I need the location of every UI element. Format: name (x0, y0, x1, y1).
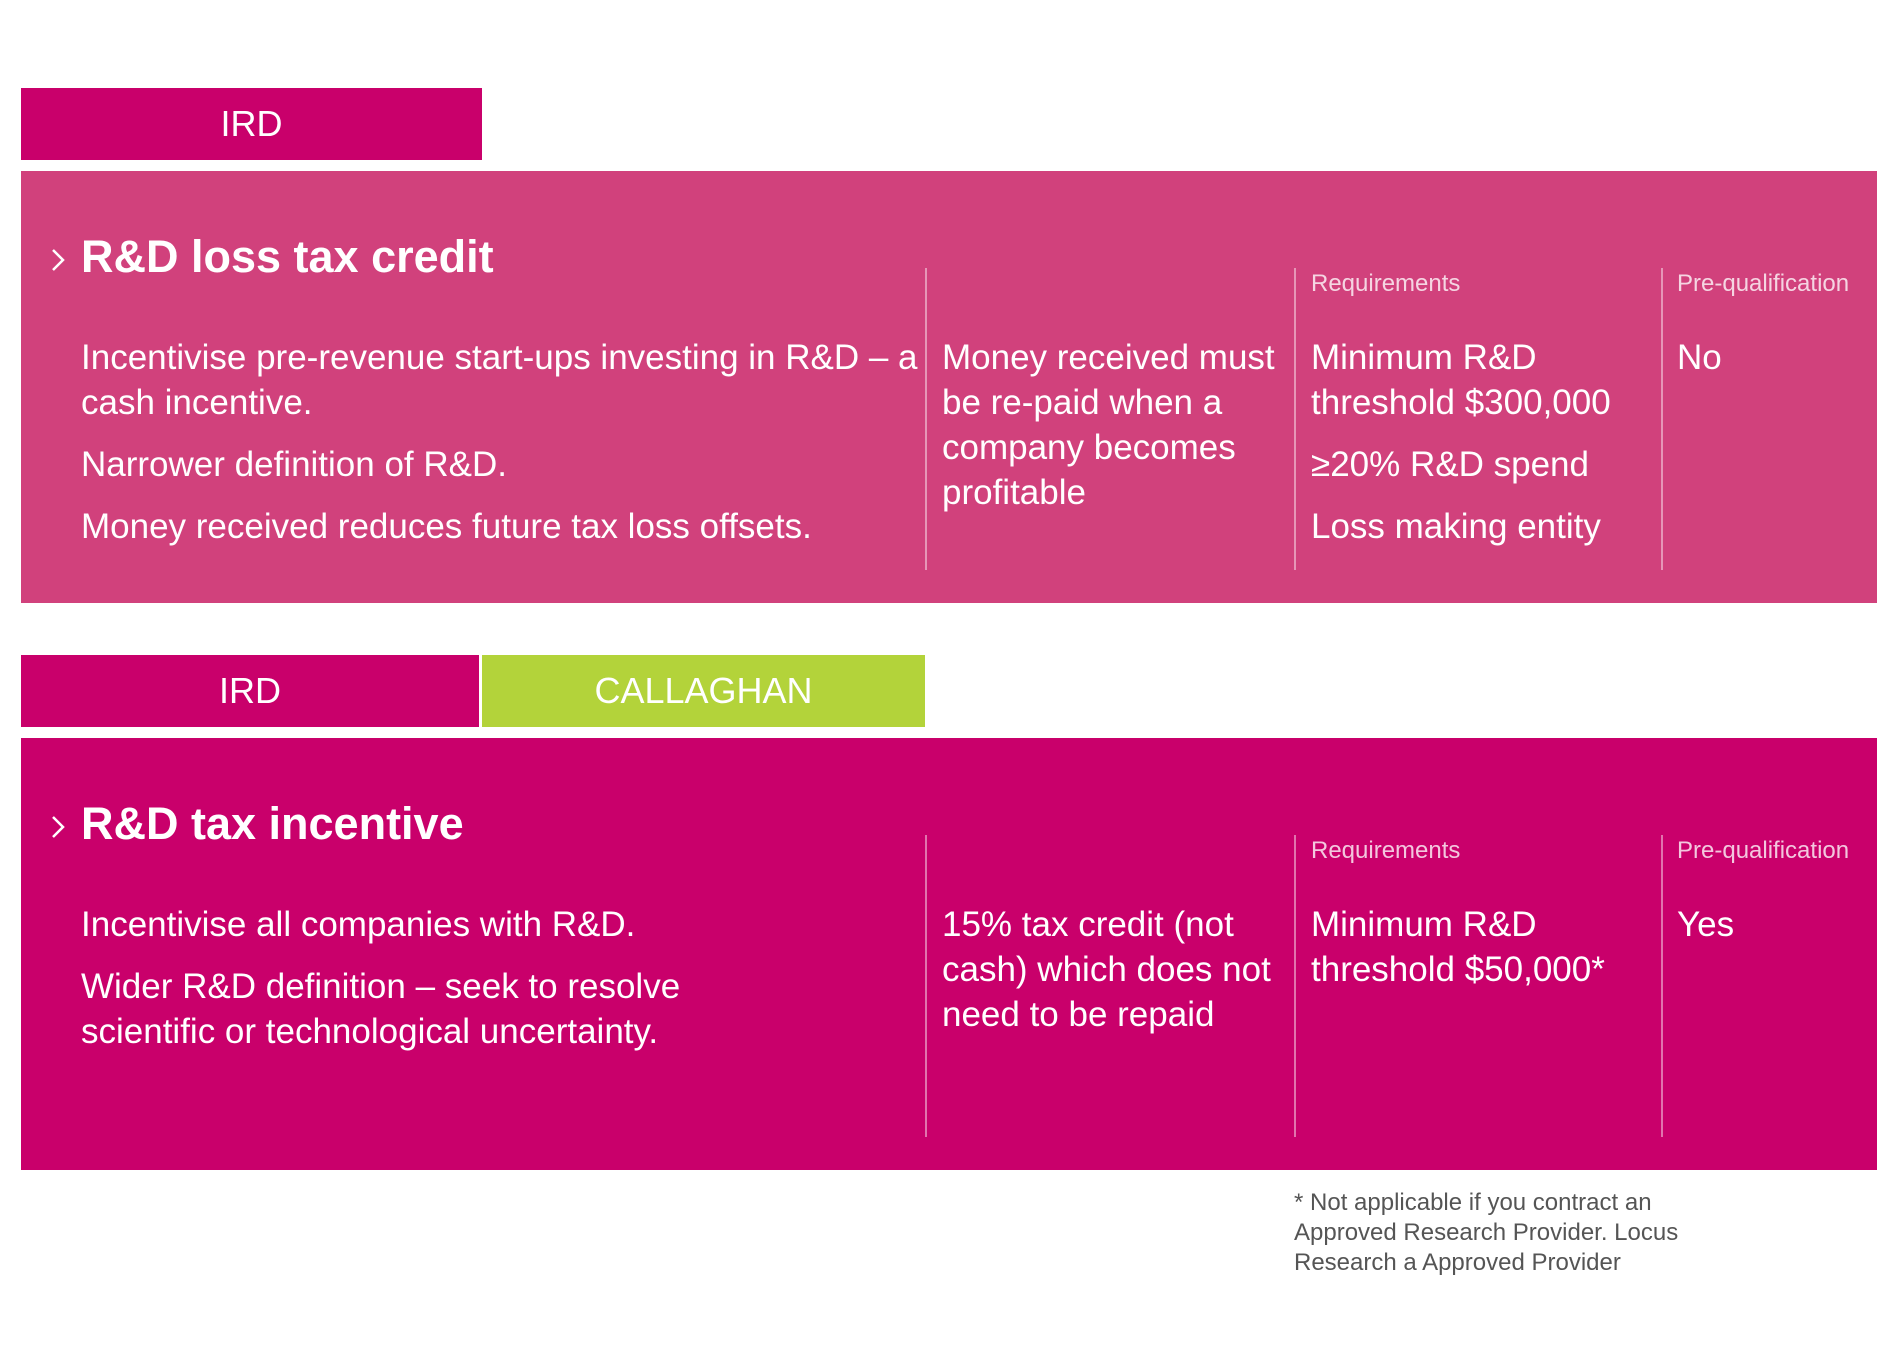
requirement-item: ≥20% R&D spend (1311, 445, 1589, 484)
column-divider (925, 835, 927, 1137)
column-divider (1294, 268, 1296, 570)
requirements-column: Minimum R&D threshold $50,000* (1311, 902, 1661, 1009)
description-line: Incentivise pre-revenue start-ups invest… (81, 338, 918, 422)
rd-tax-incentive-panel: R&D tax incentive Incentivise all compan… (21, 738, 1877, 1170)
description-line: Narrower definition of R&D. (81, 445, 507, 484)
repayment-column: 15% tax credit (not cash) which does not… (942, 902, 1272, 1054)
tab-callaghan: CALLAGHAN (482, 655, 925, 727)
requirements-column: Minimum R&D threshold $300,000 ≥20% R&D … (1311, 335, 1661, 566)
column-divider (1661, 268, 1663, 570)
description-line: Money received reduces future tax loss o… (81, 507, 812, 546)
chevron-right-icon (52, 816, 65, 838)
repayment-column: Money received must be re-paid when a co… (942, 335, 1302, 532)
tab-callaghan-label: CALLAGHAN (594, 670, 813, 711)
tab-ird-label: IRD (220, 103, 283, 144)
description-column: Incentivise pre-revenue start-ups invest… (81, 335, 931, 566)
column-divider (1661, 835, 1663, 1137)
requirement-item: Minimum R&D threshold $300,000 (1311, 338, 1611, 422)
requirements-label: Requirements (1311, 837, 1461, 864)
section-title: R&D loss tax credit (81, 231, 494, 282)
tab-ird: IRD (21, 655, 479, 727)
description-line: Incentivise all companies with R&D. (81, 905, 636, 944)
prequalification-column: No (1677, 335, 1867, 397)
requirements-label: Requirements (1311, 270, 1461, 297)
tab-ird: IRD (21, 88, 482, 160)
footnote: * Not applicable if you contract an Appr… (1294, 1189, 1679, 1276)
prequalification-label: Pre-qualification (1677, 837, 1850, 864)
repayment-text: Money received must be re-paid when a co… (942, 338, 1275, 512)
chevron-right-icon (52, 249, 65, 271)
prequalification-column: Yes (1677, 902, 1867, 964)
requirement-item: Minimum R&D threshold $50,000* (1311, 905, 1605, 989)
description-line: Wider R&D definition – seek to resolve s… (81, 967, 681, 1051)
prequalification-value: No (1677, 338, 1722, 377)
column-divider (1294, 835, 1296, 1137)
repayment-text: 15% tax credit (not cash) which does not… (942, 905, 1271, 1034)
prequalification-value: Yes (1677, 905, 1735, 944)
prequalification-label: Pre-qualification (1677, 270, 1850, 297)
requirement-item: Loss making entity (1311, 507, 1601, 546)
tab-ird-label: IRD (219, 670, 281, 711)
description-column: Incentivise all companies with R&D. Wide… (81, 902, 801, 1071)
column-divider (925, 268, 927, 570)
rd-loss-tax-credit-panel: R&D loss tax credit Incentivise pre-reve… (21, 171, 1877, 603)
section-title: R&D tax incentive (81, 798, 464, 849)
